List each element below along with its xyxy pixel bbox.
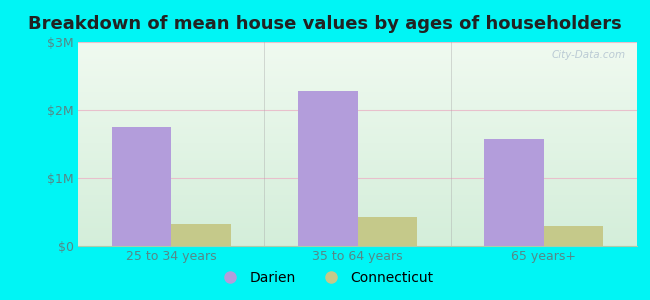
Text: City-Data.com: City-Data.com — [552, 50, 626, 60]
Bar — [358, 218, 417, 246]
Bar — [112, 127, 171, 246]
Legend: Darien, Connecticut: Darien, Connecticut — [211, 265, 439, 290]
Text: Breakdown of mean house values by ages of householders: Breakdown of mean house values by ages o… — [28, 15, 622, 33]
Bar — [484, 139, 544, 246]
Bar — [544, 226, 603, 246]
Bar — [171, 224, 231, 246]
Bar — [298, 91, 358, 246]
